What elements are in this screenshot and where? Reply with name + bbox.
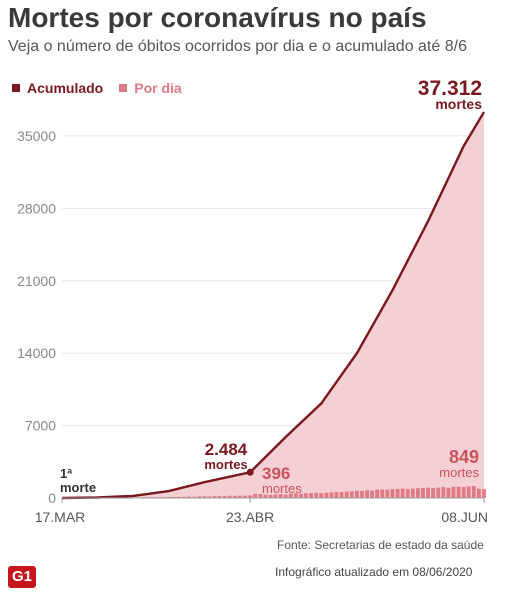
daily-bar <box>431 488 435 498</box>
annotation-2484-value: 2.484 <box>205 440 248 459</box>
daily-bar <box>395 488 400 498</box>
legend-label-acumulado: Acumulado <box>27 80 104 96</box>
daily-bar <box>309 493 313 498</box>
daily-bar <box>339 492 344 498</box>
chart-title: Mortes por coronavírus no país <box>8 2 427 33</box>
daily-bar <box>390 489 395 498</box>
y-tick-label: 7000 <box>25 418 56 434</box>
x-tick-label: 17.MAR <box>35 509 86 525</box>
daily-bar <box>355 490 359 498</box>
daily-bar <box>370 490 374 498</box>
daily-bar <box>461 487 466 498</box>
annotation-total-value: 37.312 <box>418 77 482 100</box>
annotation-396-value: 396 <box>262 464 290 483</box>
accumulated-line <box>61 111 486 500</box>
y-tick-label: 35000 <box>17 128 56 144</box>
updated-note: Infográfico atualizado em 08/06/2020 <box>275 565 473 579</box>
annotation-396-unit: mortes <box>262 481 302 496</box>
legend: Acumulado Por dia <box>12 80 182 96</box>
daily-bar <box>466 486 471 498</box>
daily-bar <box>314 492 319 498</box>
daily-bar <box>258 494 263 498</box>
legend-swatch-por-dia <box>119 84 128 92</box>
daily-bar <box>278 494 283 498</box>
daily-bar <box>375 489 380 498</box>
daily-bar <box>426 487 430 498</box>
daily-bar <box>227 495 232 498</box>
annotation-849-value: 849 <box>449 447 479 467</box>
daily-bar <box>253 493 258 498</box>
daily-bar <box>324 492 329 498</box>
y-tick-label: 28000 <box>17 200 56 216</box>
daily-bar <box>365 490 369 498</box>
daily-bar <box>482 489 486 498</box>
daily-bar <box>410 488 415 498</box>
daily-bar <box>360 490 364 498</box>
daily-bar <box>299 493 303 498</box>
highlight-point <box>246 468 254 476</box>
daily-bar <box>421 487 425 498</box>
daily-bar <box>222 496 227 498</box>
y-tick-label: 14000 <box>17 345 56 361</box>
annotation-total-unit: mortes <box>435 96 482 112</box>
daily-bar <box>238 495 242 498</box>
daily-bar <box>268 494 273 498</box>
annotation-849-unit: mortes <box>439 465 479 480</box>
daily-bar <box>294 493 298 498</box>
daily-bar <box>288 493 293 498</box>
daily-bar <box>233 495 237 498</box>
daily-bar <box>344 491 349 498</box>
daily-bar <box>329 492 334 498</box>
daily-bar <box>471 486 476 498</box>
daily-bar <box>182 496 186 498</box>
daily-bar <box>385 489 390 498</box>
daily-bar <box>456 486 461 498</box>
daily-bar <box>192 496 197 498</box>
daily-bar <box>400 488 405 498</box>
annotation-2484-unit: mortes <box>204 457 247 472</box>
daily-bar <box>477 488 481 498</box>
x-tick-label: 08.JUN <box>441 509 488 525</box>
daily-bar <box>212 496 217 498</box>
x-tick-label: 23.ABR <box>226 509 274 525</box>
accumulated-area <box>62 112 484 498</box>
daily-bar <box>436 487 441 498</box>
daily-bar <box>451 486 456 498</box>
daily-bar <box>248 495 252 498</box>
daily-bar <box>349 491 354 498</box>
y-tick-label: 21000 <box>17 273 56 289</box>
daily-bar <box>416 488 420 498</box>
annotation-first-death-unit: morte <box>60 480 96 495</box>
daily-bar <box>380 489 385 498</box>
daily-bar <box>283 494 288 498</box>
daily-bar <box>202 496 207 498</box>
daily-bar <box>187 496 191 498</box>
g1-logo: G1 <box>8 566 36 588</box>
daily-bar <box>243 495 247 498</box>
daily-bar <box>446 487 451 498</box>
daily-bar <box>197 496 202 498</box>
legend-swatch-acumulado <box>12 84 20 92</box>
source-note: Fonte: Secretarias de estado da saúde <box>277 538 484 552</box>
daily-bar <box>304 493 308 498</box>
daily-bar <box>207 496 212 498</box>
daily-bar <box>319 493 324 498</box>
daily-bar <box>405 489 410 498</box>
daily-bar <box>441 487 446 498</box>
daily-bar <box>217 495 222 498</box>
annotation-first-death-value: 1ª <box>60 466 72 481</box>
daily-bar <box>263 494 268 498</box>
y-tick-label: 0 <box>48 490 56 506</box>
daily-bar <box>334 491 339 498</box>
chart-subtitle: Veja o número de óbitos ocorridos por di… <box>8 38 467 55</box>
daily-bar <box>177 496 181 498</box>
legend-label-por-dia: Por dia <box>134 80 182 96</box>
daily-bar <box>273 494 278 498</box>
daily-bar <box>166 496 171 498</box>
